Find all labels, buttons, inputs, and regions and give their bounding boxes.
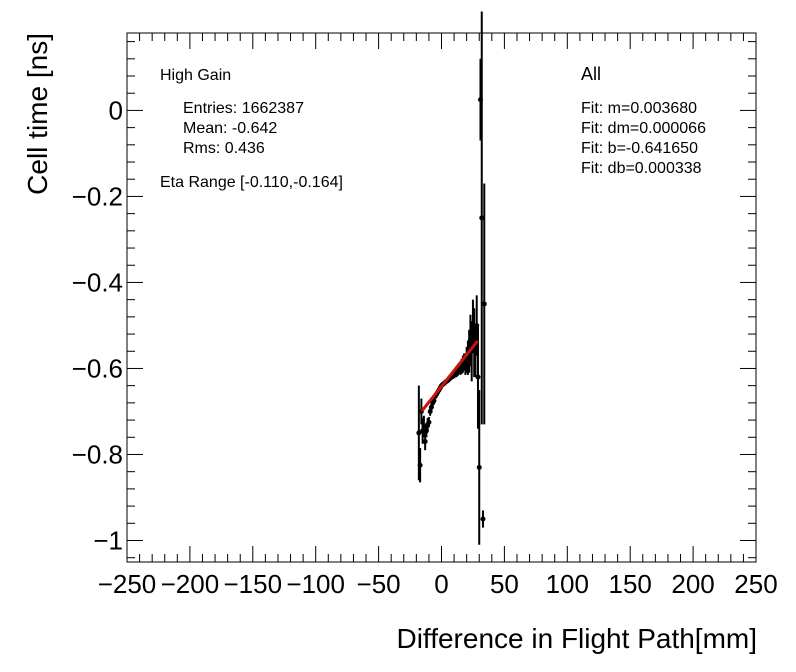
x-tick-label: −250	[98, 569, 157, 599]
fit-label: All	[581, 64, 601, 84]
data-point	[422, 439, 428, 445]
fit-b: Fit: b=-0.641650	[581, 140, 698, 157]
y-tick-label: −0.6	[72, 353, 123, 383]
data-point	[481, 301, 487, 307]
data-point	[475, 374, 481, 380]
x-axis-label: Difference in Flight Path[mm]	[396, 623, 757, 654]
fit-line	[421, 340, 479, 412]
x-tick-label: 250	[734, 569, 777, 599]
stats-entries: Entries: 1662387	[183, 100, 304, 117]
x-tick-label: 0	[434, 569, 448, 599]
error-bars	[417, 11, 486, 545]
stats-rms: Rms: 0.436	[183, 140, 265, 157]
y-tick-labels: 0 −0.2 −0.4 −0.6 −0.8 −1	[72, 95, 123, 555]
data-point	[416, 430, 422, 436]
axis-ticks	[126, 33, 757, 562]
x-tick-label: 150	[609, 569, 652, 599]
x-tick-label: 100	[546, 569, 589, 599]
data-point	[426, 419, 432, 425]
x-tick-label: −100	[286, 569, 345, 599]
y-axis-label: Cell time [ns]	[22, 33, 53, 195]
fit-m: Fit: m=0.003680	[581, 100, 697, 117]
data-point	[467, 338, 473, 344]
x-tick-labels: −250 −200 −150 −100 −50 0 50 100 150 200 250	[98, 569, 778, 599]
data-point	[423, 428, 429, 434]
data-point	[474, 322, 480, 328]
data-point	[472, 348, 478, 354]
x-tick-label: 50	[490, 569, 519, 599]
data-point	[470, 322, 476, 328]
data-point	[421, 424, 427, 430]
fit-dm: Fit: dm=0.000066	[581, 120, 706, 137]
data-point	[417, 462, 423, 468]
fit-db: Fit: db=0.000338	[581, 160, 702, 177]
data-point	[480, 516, 486, 522]
data-point	[479, 215, 485, 221]
data-point	[427, 408, 433, 414]
x-tick-label: −150	[224, 569, 283, 599]
x-tick-label: −50	[357, 569, 401, 599]
data-point	[420, 428, 426, 434]
data-point	[477, 97, 483, 103]
y-tick-label: −0.2	[72, 181, 123, 211]
stats-gain: High Gain	[160, 67, 231, 84]
stats-eta-range: Eta Range [-0.110,-0.164]	[160, 174, 343, 191]
y-tick-label: −1	[93, 525, 123, 555]
y-tick-label: 0	[109, 95, 123, 125]
y-tick-label: −0.4	[72, 267, 123, 297]
data-point	[462, 361, 468, 367]
stats-mean: Mean: -0.642	[183, 120, 277, 137]
y-tick-label: −0.8	[72, 439, 123, 469]
data-point	[476, 464, 482, 470]
x-tick-label: −200	[161, 569, 220, 599]
data-point	[428, 404, 434, 410]
x-tick-label: 200	[671, 569, 714, 599]
